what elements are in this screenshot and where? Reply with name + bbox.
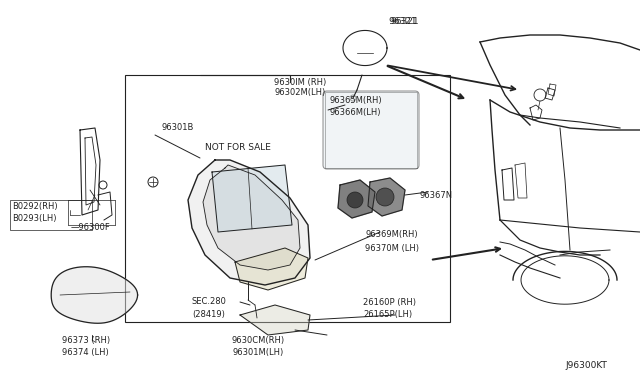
- Polygon shape: [240, 305, 310, 335]
- Polygon shape: [203, 165, 300, 270]
- Text: 96366M(LH): 96366M(LH): [330, 108, 381, 116]
- Text: B0292(RH): B0292(RH): [12, 202, 58, 211]
- Text: 9630CM(RH): 9630CM(RH): [232, 336, 285, 344]
- Text: 96370M (LH): 96370M (LH): [365, 244, 419, 253]
- Text: 26165P(LH): 26165P(LH): [363, 311, 412, 320]
- Text: 96365M(RH): 96365M(RH): [330, 96, 383, 105]
- Circle shape: [376, 188, 394, 206]
- Text: 96367N: 96367N: [420, 190, 453, 199]
- Text: 26160P (RH): 26160P (RH): [363, 298, 416, 307]
- Circle shape: [347, 192, 363, 208]
- Text: 96302M(LH): 96302M(LH): [275, 89, 326, 97]
- Text: 9630lM (RH): 9630lM (RH): [274, 77, 326, 87]
- Text: SEC.280: SEC.280: [192, 298, 227, 307]
- Text: B0293(LH): B0293(LH): [12, 214, 56, 222]
- Text: 96321: 96321: [390, 17, 419, 26]
- Polygon shape: [338, 180, 375, 218]
- Polygon shape: [235, 248, 308, 290]
- Text: J96300KT: J96300KT: [565, 360, 607, 369]
- Text: NOT FOR SALE: NOT FOR SALE: [205, 144, 271, 153]
- Text: 96301B: 96301B: [162, 122, 195, 131]
- Polygon shape: [368, 178, 405, 216]
- Bar: [325, 92, 417, 168]
- Text: 96321: 96321: [388, 17, 417, 26]
- Polygon shape: [188, 160, 310, 285]
- FancyBboxPatch shape: [323, 91, 419, 169]
- Text: 96369M(RH): 96369M(RH): [365, 231, 418, 240]
- Polygon shape: [212, 165, 292, 232]
- Text: 96374 (LH): 96374 (LH): [62, 347, 109, 356]
- Text: 96373 (RH): 96373 (RH): [62, 336, 110, 344]
- Bar: [125, 75, 450, 322]
- Text: 96301M(LH): 96301M(LH): [232, 347, 284, 356]
- Text: —96300F: —96300F: [71, 224, 111, 232]
- Text: (28419): (28419): [192, 311, 225, 320]
- Polygon shape: [51, 267, 138, 323]
- Bar: [10, 200, 92, 230]
